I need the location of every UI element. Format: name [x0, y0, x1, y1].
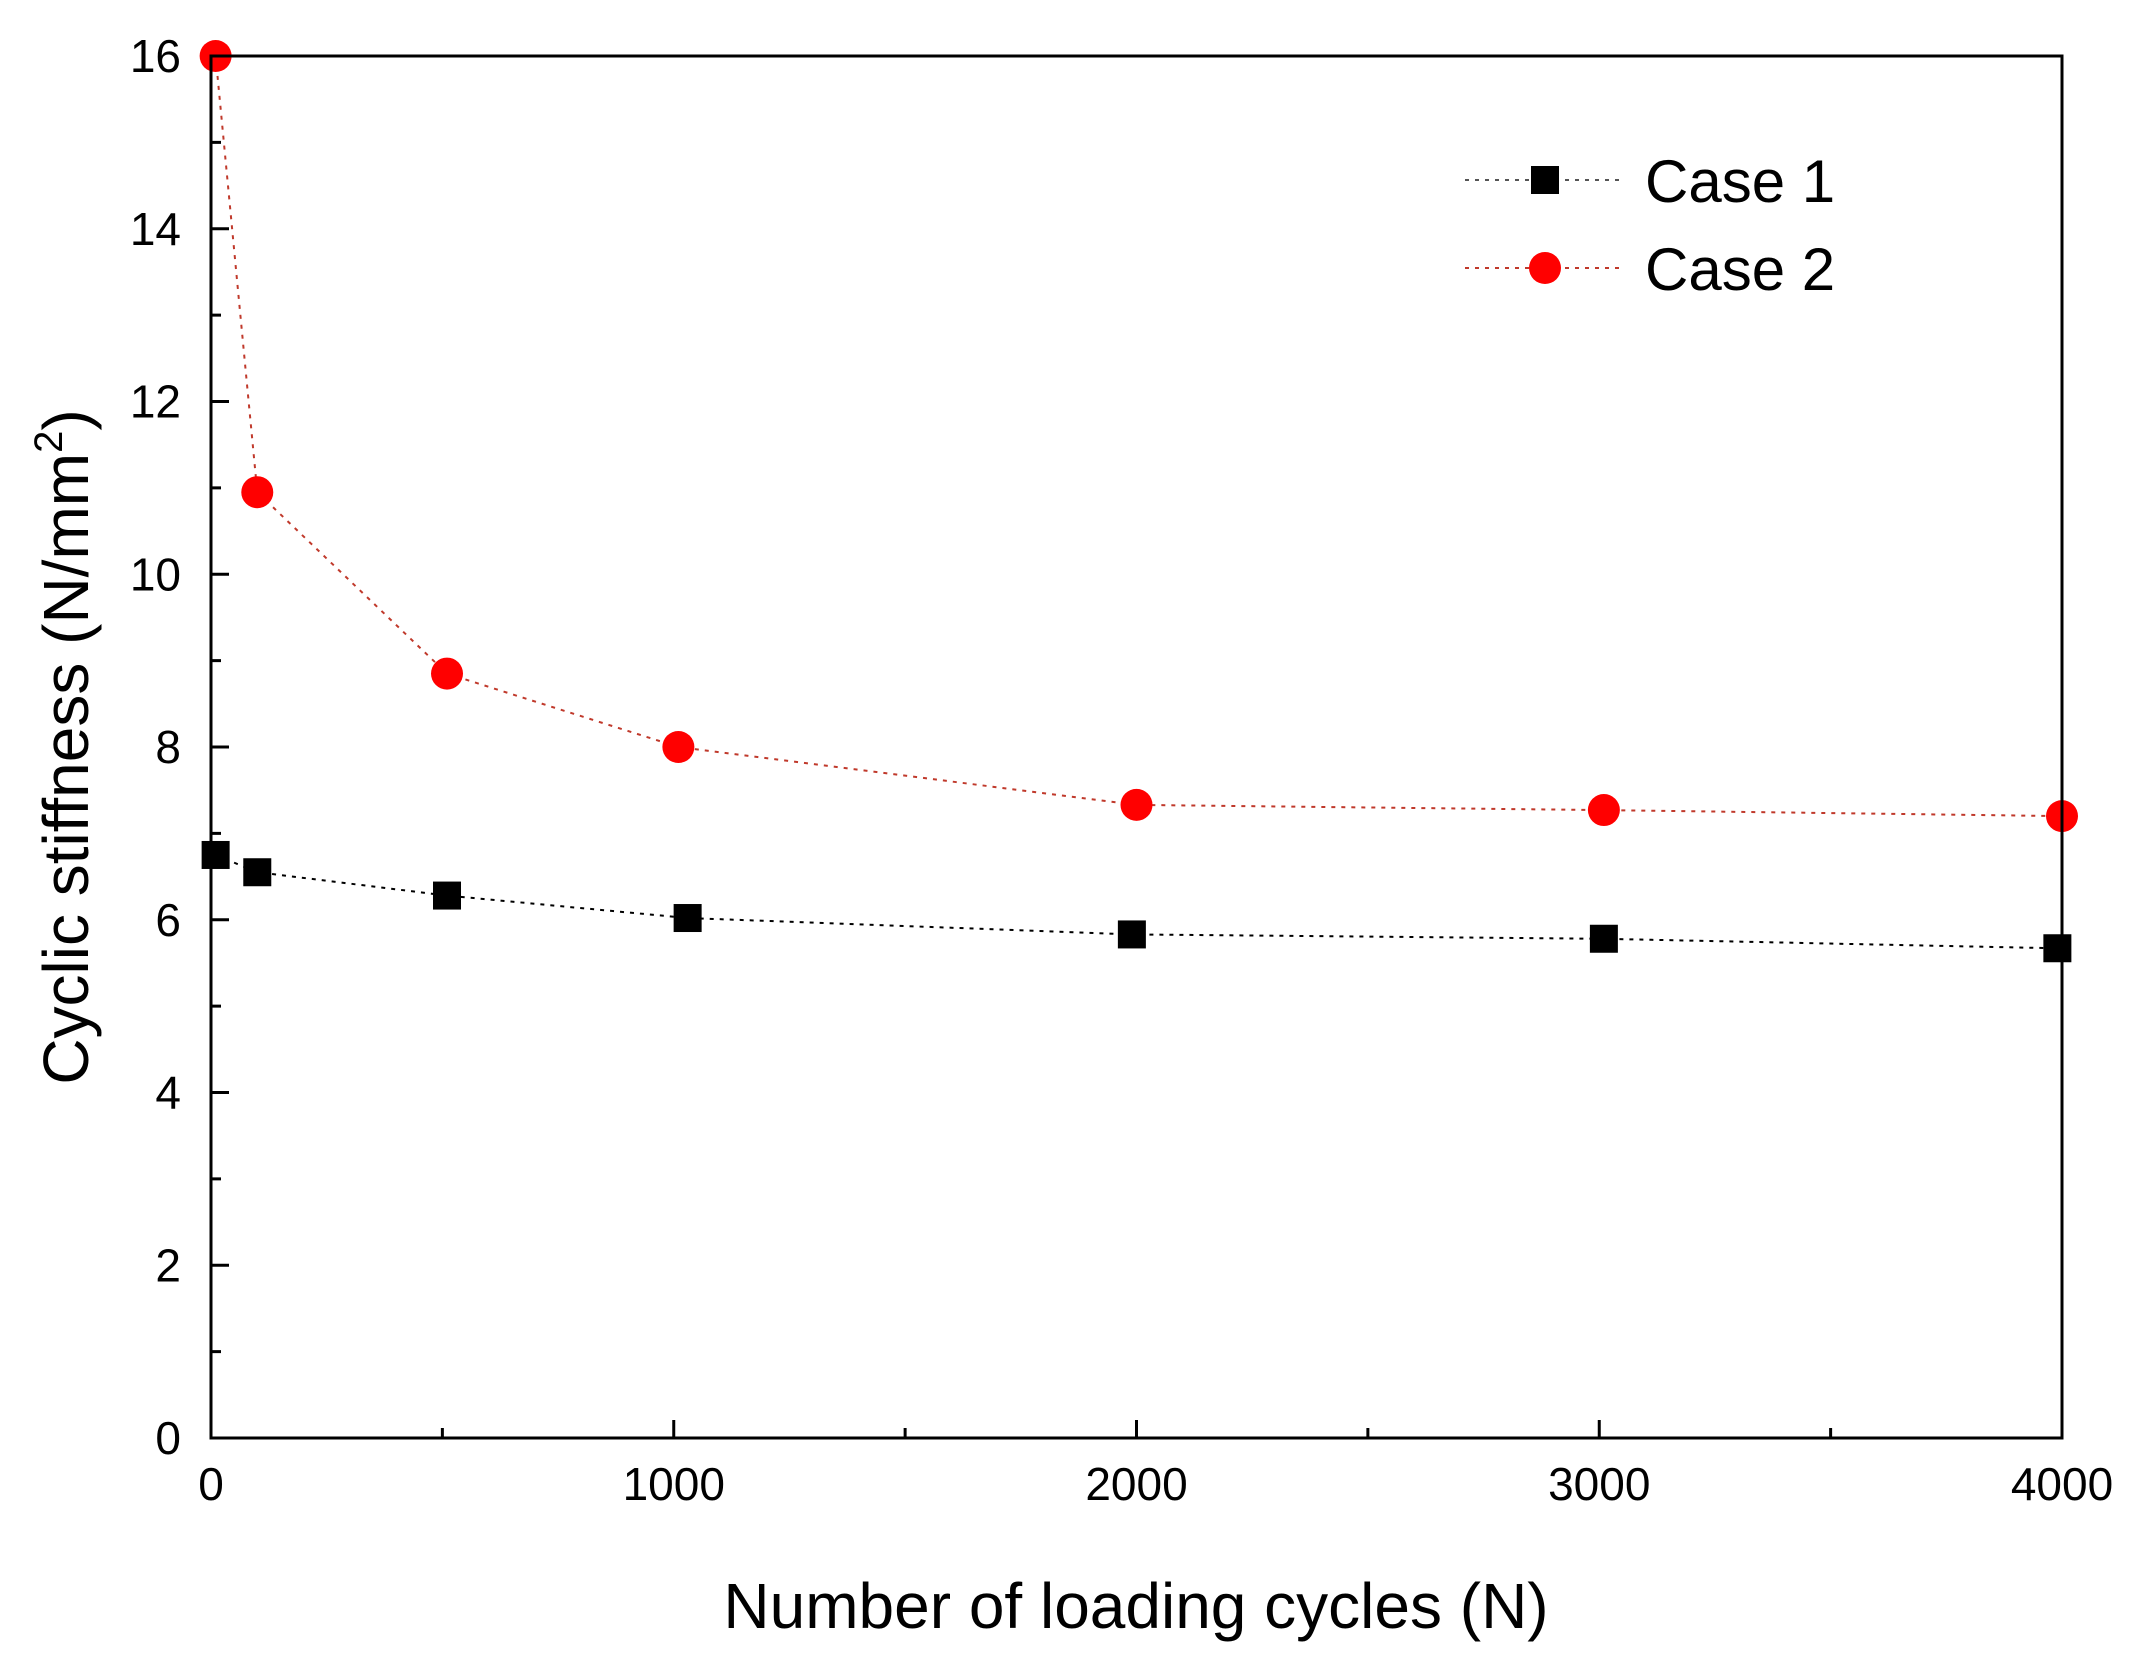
point-case-1-0 — [201, 840, 230, 869]
x-tick-label-0: 0 — [198, 1458, 224, 1510]
y-tick-label-2: 2 — [155, 1239, 181, 1291]
series-layer — [199, 40, 2078, 963]
point-case-1-2 — [433, 881, 462, 910]
legend-marker-case-2 — [1529, 252, 1561, 284]
point-case-2-3 — [662, 731, 695, 763]
point-case-1-4 — [1117, 920, 1146, 949]
legend: Case 1 Case 2 — [1465, 148, 1835, 303]
point-case-1-1 — [243, 858, 272, 887]
legend-label-case-2: Case 2 — [1645, 236, 1835, 303]
y-axis-label-base: Cyclic stiffness (N/mm — [30, 453, 102, 1085]
y-axis-label: Cyclic stiffness (N/mm2) — [27, 409, 102, 1084]
y-tick-label-12: 12 — [130, 376, 181, 428]
point-case-2-1 — [241, 476, 274, 509]
point-case-2-4 — [1120, 788, 1153, 821]
y-axis-label-sup: 2 — [27, 431, 71, 453]
legend-label-case-1: Case 1 — [1645, 148, 1835, 215]
y-tick-label-8: 8 — [155, 721, 181, 773]
y-axis-label-end: ) — [30, 409, 102, 430]
y-tick-label-0: 0 — [155, 1412, 181, 1464]
ticks-layer — [209, 54, 2064, 1440]
point-case-2-5 — [1587, 794, 1620, 827]
point-case-1-3 — [673, 904, 702, 933]
x-tick-label-1000: 1000 — [623, 1458, 725, 1510]
x-axis-label: Number of loading cycles (N) — [723, 1570, 1548, 1642]
x-tick-label-3000: 3000 — [1548, 1458, 1650, 1510]
x-tick-label-4000: 4000 — [2011, 1458, 2113, 1510]
point-case-2-2 — [431, 657, 464, 690]
legend-marker-case-1 — [1531, 166, 1559, 194]
y-tick-label-6: 6 — [155, 894, 181, 946]
y-tick-label-14: 14 — [130, 203, 181, 255]
x-tick-label-2000: 2000 — [1085, 1458, 1187, 1510]
y-tick-label-4: 4 — [155, 1067, 181, 1119]
point-case-1-6 — [2043, 934, 2072, 963]
y-tick-label-16: 16 — [130, 30, 181, 82]
tick-labels-layer: 0 1000 2000 3000 4000 0 2 4 6 8 10 12 14 16 — [130, 30, 2113, 1510]
y-tick-label-10: 10 — [130, 548, 181, 600]
point-case-1-5 — [1589, 924, 1618, 953]
